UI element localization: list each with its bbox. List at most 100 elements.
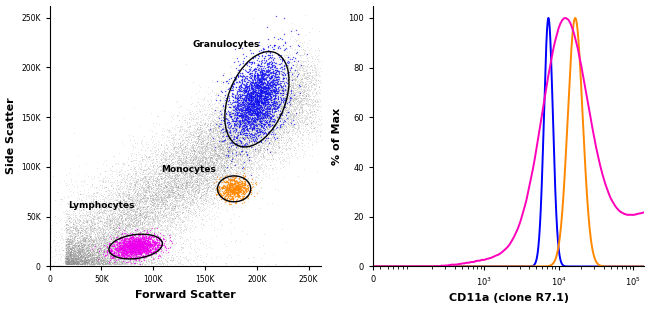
Point — [257, 140, 267, 145]
Point — [248, 117, 259, 122]
Point — [195, 175, 205, 180]
Point — [259, 121, 270, 125]
Point — [187, 157, 198, 162]
Point — [190, 168, 200, 173]
Point — [291, 122, 302, 127]
Point — [269, 122, 280, 127]
Point — [202, 186, 213, 191]
Point — [233, 138, 244, 142]
Point — [75, 261, 86, 266]
Point — [117, 245, 127, 250]
Point — [146, 254, 156, 259]
Point — [290, 69, 300, 74]
Point — [254, 121, 264, 126]
Point — [174, 202, 185, 207]
Point — [261, 101, 271, 106]
Point — [206, 168, 216, 173]
Point — [176, 165, 186, 170]
Point — [220, 129, 230, 134]
Point — [125, 262, 135, 267]
Point — [101, 204, 112, 209]
Point — [239, 124, 249, 129]
Point — [226, 151, 237, 156]
Point — [304, 97, 314, 102]
Point — [136, 139, 146, 144]
Point — [83, 250, 93, 255]
Point — [261, 91, 271, 96]
Point — [241, 119, 252, 124]
Point — [216, 166, 226, 171]
Point — [146, 140, 157, 145]
Point — [82, 248, 92, 253]
Point — [103, 250, 113, 255]
Point — [214, 171, 224, 176]
Point — [235, 88, 245, 93]
Point — [257, 98, 267, 103]
Point — [61, 212, 72, 217]
Point — [207, 188, 218, 193]
Point — [180, 138, 190, 142]
Point — [170, 183, 180, 188]
Point — [190, 213, 200, 218]
Point — [226, 169, 236, 174]
Point — [126, 247, 136, 252]
Point — [135, 217, 146, 222]
Point — [136, 162, 146, 167]
Point — [111, 254, 121, 259]
Point — [78, 253, 88, 258]
Point — [213, 125, 223, 130]
Point — [98, 235, 109, 240]
Point — [124, 246, 134, 251]
Point — [122, 226, 132, 231]
Point — [132, 226, 142, 231]
Point — [104, 176, 114, 180]
Point — [88, 207, 99, 212]
Point — [167, 147, 177, 152]
Point — [102, 226, 112, 231]
Point — [261, 93, 272, 98]
Point — [202, 144, 212, 149]
Point — [231, 193, 241, 198]
Point — [291, 64, 301, 69]
Point — [109, 257, 119, 262]
Point — [267, 130, 278, 135]
Point — [120, 250, 130, 255]
Point — [281, 47, 292, 52]
Point — [218, 133, 228, 138]
Point — [101, 229, 111, 234]
Point — [112, 226, 122, 231]
Point — [259, 122, 269, 127]
Point — [79, 237, 89, 242]
Point — [241, 89, 252, 94]
Point — [128, 222, 138, 227]
Point — [248, 85, 258, 90]
Point — [193, 168, 203, 173]
Point — [87, 255, 98, 260]
Point — [214, 175, 225, 180]
Point — [230, 134, 240, 139]
Point — [98, 256, 108, 260]
Point — [219, 185, 229, 190]
Point — [240, 110, 251, 115]
Point — [196, 142, 206, 146]
Point — [231, 186, 242, 191]
Point — [162, 147, 172, 152]
Point — [112, 239, 122, 243]
Point — [136, 239, 147, 244]
Point — [153, 212, 164, 217]
Point — [111, 222, 122, 227]
Point — [255, 71, 265, 76]
Point — [266, 116, 276, 121]
Point — [255, 92, 266, 97]
Point — [309, 99, 320, 104]
Point — [255, 105, 265, 110]
Point — [268, 122, 278, 127]
Point — [269, 87, 280, 92]
Point — [92, 238, 103, 243]
Point — [223, 147, 233, 152]
Point — [109, 227, 120, 232]
Point — [246, 100, 256, 105]
Point — [97, 178, 107, 183]
Point — [135, 177, 146, 182]
Point — [188, 171, 199, 176]
